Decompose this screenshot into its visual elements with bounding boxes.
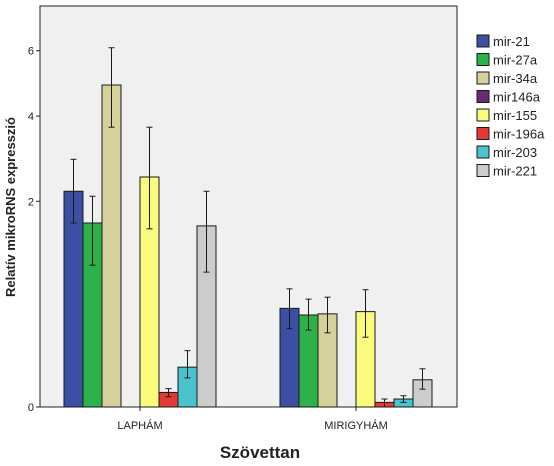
legend-label-mir-203: mir-203 [493, 145, 537, 160]
y-tick-label: 2 [28, 196, 34, 208]
legend-swatch-mir146a [476, 90, 490, 103]
legend-swatch-mir-203 [476, 145, 490, 159]
y-tick-label: 4 [28, 111, 34, 123]
y-axis: 0 2 4 6 [28, 46, 40, 414]
x-tick-label: MIRIGYHÁM [324, 419, 388, 432]
legend-swatch-mir-27a [476, 53, 490, 66]
y-axis-title: Relatív mikroRNS expresszió [3, 117, 18, 297]
legend: mir-21 mir-27a mir-34a mir146a mir-155 mir-19… [476, 34, 545, 179]
legend-label-mir-196a: mir-196a [493, 127, 545, 142]
legend-label-mir146a: mir146a [493, 90, 541, 105]
legend-label-mir-34a: mir-34a [493, 71, 538, 86]
legend-swatch-mir-221 [476, 164, 490, 177]
x-axis: LAPHÁM MIRIGYHÁM [117, 407, 388, 432]
legend-swatch-mir-34a [476, 71, 490, 85]
y-tick-label: 0 [28, 402, 34, 414]
y-tick-label: 6 [28, 46, 34, 58]
legend-label-mir-21: mir-21 [493, 34, 530, 49]
legend-label-mir-27a: mir-27a [493, 53, 538, 68]
legend-swatch-mir-21 [476, 34, 490, 48]
bar-mir-21-LAPHÁM [63, 190, 84, 408]
legend-label-mir-155: mir-155 [493, 108, 537, 123]
legend-swatch-mir-155 [476, 108, 490, 122]
legend-swatch-mir-196a [476, 127, 490, 140]
bars-layer [63, 84, 433, 408]
legend-label-mir-221: mir-221 [493, 164, 537, 179]
bar-mir-34a-LAPHÁM [101, 84, 122, 408]
x-axis-title: Szövettan [220, 443, 300, 462]
error-bars-layer [70, 47, 426, 408]
x-tick-label: LAPHÁM [117, 419, 162, 432]
